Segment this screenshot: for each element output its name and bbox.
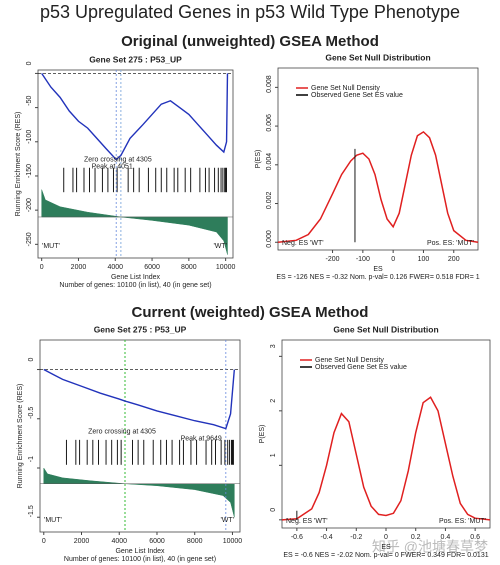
footer: ES = -126 NES = -0.32 Nom. p-val= 0.126 … bbox=[276, 274, 479, 281]
y-tick-label: -1.5 bbox=[28, 505, 35, 517]
right-label: Pos. ES: 'MUT' bbox=[439, 518, 486, 525]
chart-title: Gene Set 275 : P53_UP bbox=[94, 324, 187, 334]
y-tick-label: -1 bbox=[28, 456, 35, 462]
left-label: Neg. ES 'WT' bbox=[286, 518, 328, 525]
legend-label: Observed Gene Set ES value bbox=[311, 92, 403, 99]
x-tick-label: 0 bbox=[42, 538, 46, 545]
x-tick-label: 0 bbox=[384, 534, 388, 541]
right-label: 'WT' bbox=[220, 517, 234, 524]
x-axis-label: ES bbox=[373, 266, 383, 273]
x-tick-label: 10000 bbox=[223, 538, 243, 545]
x-tick-label: 4000 bbox=[107, 264, 123, 271]
x-tick-label: -0.6 bbox=[291, 534, 303, 541]
footer: ES = -0.6 NES = -2.02 Nom. p-val= 0 FWER… bbox=[283, 552, 488, 559]
y-tick-label: 0.002 bbox=[266, 191, 273, 209]
y-axis-label: P(ES) bbox=[255, 150, 262, 169]
y-tick-label: 0 bbox=[26, 61, 33, 65]
plot-frame bbox=[277, 67, 479, 251]
x-tick-label: -100 bbox=[356, 256, 370, 263]
x-tick-label: 6000 bbox=[149, 538, 165, 545]
y-tick-label: -100 bbox=[26, 130, 33, 144]
right-label: 'WT' bbox=[213, 243, 227, 250]
y-tick-label: -0.5 bbox=[28, 407, 35, 419]
x-tick-label: 2000 bbox=[74, 538, 90, 545]
legend-label: Observed Gene Set ES value bbox=[315, 364, 407, 371]
figure-title: p53 Upregulated Genes in p53 Wild Type P… bbox=[40, 2, 460, 22]
x-tick-label: 100 bbox=[418, 256, 430, 263]
x-axis-label: Gene List Index bbox=[111, 274, 161, 281]
y-tick-label: 1 bbox=[270, 453, 277, 457]
es-curve bbox=[41, 73, 229, 161]
left-label: 'MUT' bbox=[44, 517, 62, 524]
y-axis-label: Running Enrichment Score (RES) bbox=[17, 384, 24, 489]
x-tick-label: 8000 bbox=[187, 538, 203, 545]
y-axis-label: Running Enrichment Score (RES) bbox=[15, 112, 22, 217]
legend-label: Gene Set Null Density bbox=[311, 85, 380, 92]
watermark: 知乎 @池塘春草梦 bbox=[372, 539, 488, 555]
y-tick-label: 3 bbox=[270, 344, 277, 348]
plot-frame bbox=[37, 69, 234, 259]
x-tick-label: 8000 bbox=[181, 264, 197, 271]
y-tick-label: 2 bbox=[270, 399, 277, 403]
x-tick-label: 0 bbox=[40, 264, 44, 271]
x-tick-label: 4000 bbox=[111, 538, 127, 545]
y-tick-label: 0.006 bbox=[266, 114, 273, 132]
es-curve bbox=[43, 368, 236, 430]
y-tick-label: 0 bbox=[28, 357, 35, 361]
right-label: Pos. ES: 'MUT' bbox=[427, 240, 474, 247]
x-tick-label: 6000 bbox=[144, 264, 160, 271]
y-tick-label: -150 bbox=[26, 164, 33, 178]
legend-label: Gene Set Null Density bbox=[315, 357, 384, 364]
x-tick-label: 0 bbox=[391, 256, 395, 263]
y-tick-label: 0.000 bbox=[266, 230, 273, 248]
x-tick-label: 0.6 bbox=[470, 534, 480, 541]
x-tick-label: 0.4 bbox=[441, 534, 451, 541]
x-axis-label: Gene List Index bbox=[115, 548, 165, 555]
chart-title: Gene Set 275 : P53_UP bbox=[89, 54, 182, 64]
x-tick-label: -0.4 bbox=[321, 534, 333, 541]
x-tick-label: -0.2 bbox=[350, 534, 362, 541]
left-label: 'MUT' bbox=[42, 243, 60, 250]
y-tick-label: 0.008 bbox=[266, 75, 273, 93]
left-label: Neg. ES 'WT' bbox=[282, 240, 324, 247]
y-tick-label: -50 bbox=[26, 96, 33, 106]
x-axis-label: ES bbox=[381, 544, 391, 551]
x-tick-label: -200 bbox=[326, 256, 340, 263]
x-tick-label: 200 bbox=[448, 256, 460, 263]
zero-crossing-label: Zero crossing at 4305 bbox=[88, 429, 156, 436]
section-title: Original (unweighted) GSEA Method bbox=[121, 33, 379, 50]
plot-frame bbox=[39, 339, 241, 533]
density-curve bbox=[277, 130, 479, 244]
x-tick-label: 10000 bbox=[216, 264, 236, 271]
x-tick-label: 2000 bbox=[71, 264, 87, 271]
density-curve bbox=[281, 396, 491, 521]
chart-title: Gene Set Null Distribution bbox=[333, 324, 438, 334]
ranked-list-area bbox=[41, 189, 228, 255]
y-tick-label: -200 bbox=[26, 198, 33, 212]
y-tick-label: 0 bbox=[270, 508, 277, 512]
y-axis-label: P(ES) bbox=[259, 425, 266, 444]
peak-label: Peak at 9649 bbox=[181, 436, 222, 443]
section-title: Current (weighted) GSEA Method bbox=[132, 304, 369, 321]
zero-crossing-label: Zero crossing at 4305 bbox=[84, 157, 152, 164]
chart-title: Gene Set Null Distribution bbox=[325, 52, 430, 62]
x-tick-label: 0.2 bbox=[411, 534, 421, 541]
footer: Number of genes: 10100 (in list), 40 (in… bbox=[59, 282, 211, 289]
y-tick-label: -250 bbox=[26, 232, 33, 246]
footer: Number of genes: 10100 (in list), 40 (in… bbox=[64, 556, 216, 563]
peak-label: Peak at 4051 bbox=[92, 164, 133, 171]
y-tick-label: 0.004 bbox=[266, 153, 273, 171]
ranked-list-area bbox=[43, 467, 235, 518]
